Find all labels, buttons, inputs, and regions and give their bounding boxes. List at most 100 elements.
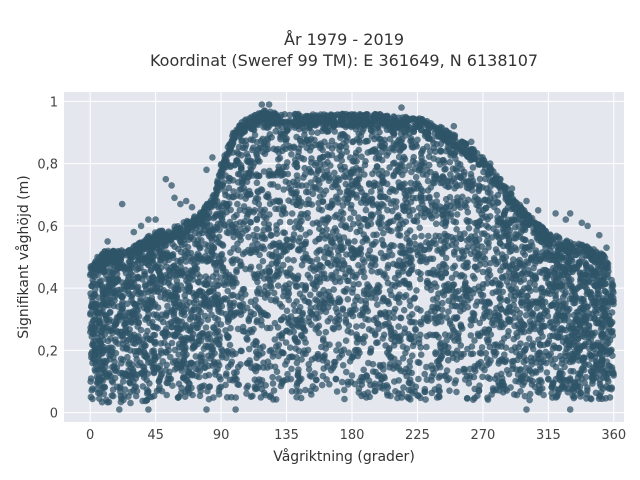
data-point — [507, 291, 515, 299]
data-point — [423, 332, 431, 340]
data-point — [299, 324, 306, 331]
data-point — [411, 319, 419, 326]
data-point — [338, 221, 345, 229]
data-point — [353, 331, 360, 338]
data-point — [238, 294, 245, 302]
data-point — [251, 376, 259, 384]
data-point — [280, 261, 287, 269]
data-point — [425, 232, 432, 240]
data-point — [91, 324, 98, 332]
data-point — [107, 282, 114, 289]
data-point — [175, 380, 183, 388]
data-point — [274, 282, 282, 290]
data-point — [274, 268, 281, 276]
data-point — [181, 292, 188, 299]
data-point — [371, 387, 379, 395]
data-point — [215, 387, 223, 395]
data-point — [418, 158, 426, 165]
data-point — [331, 169, 338, 177]
data-point — [89, 385, 96, 392]
data-point — [269, 353, 277, 360]
data-point — [187, 324, 195, 331]
data-point — [542, 348, 550, 356]
data-point — [407, 335, 414, 343]
data-point — [370, 231, 377, 239]
data-point — [339, 305, 347, 313]
data-point — [520, 276, 528, 283]
data-point — [367, 348, 375, 355]
data-point — [355, 146, 363, 154]
data-point — [280, 204, 287, 211]
data-point — [413, 287, 420, 294]
data-point — [459, 193, 466, 201]
data-point — [393, 363, 400, 370]
data-point — [362, 206, 370, 214]
data-point — [564, 336, 571, 344]
data-point — [253, 139, 261, 146]
data-point — [239, 137, 246, 144]
data-point — [457, 321, 465, 329]
data-point — [368, 212, 375, 220]
data-point — [429, 179, 437, 186]
data-point — [410, 217, 418, 224]
data-point — [328, 137, 336, 145]
data-point — [245, 233, 252, 241]
data-point — [361, 333, 369, 340]
data-point — [288, 151, 295, 158]
data-point — [363, 285, 371, 292]
data-point — [478, 298, 485, 305]
data-point — [252, 271, 259, 279]
data-point — [359, 322, 366, 330]
data-point — [124, 309, 131, 317]
data-point — [321, 254, 328, 261]
data-point — [266, 200, 274, 208]
data-point — [316, 300, 324, 308]
data-point — [227, 324, 234, 332]
data-point — [342, 173, 349, 181]
data-point — [414, 248, 421, 256]
data-point — [441, 372, 448, 380]
data-point — [396, 225, 404, 232]
data-point — [335, 324, 343, 331]
data-point — [469, 350, 477, 358]
data-point — [241, 249, 249, 256]
data-point — [464, 243, 472, 251]
data-point — [483, 308, 491, 316]
data-point — [407, 302, 414, 310]
data-point — [513, 246, 520, 254]
data-point — [445, 297, 453, 305]
data-point — [175, 351, 182, 359]
data-point — [421, 246, 428, 254]
data-point — [314, 167, 322, 175]
data-point — [339, 257, 346, 264]
data-point — [349, 312, 357, 320]
data-point — [317, 140, 324, 147]
data-point — [541, 288, 548, 296]
data-point — [400, 384, 407, 391]
data-point — [197, 244, 204, 252]
data-point — [557, 333, 564, 341]
data-point — [309, 190, 317, 198]
data-point — [304, 209, 311, 217]
data-point — [132, 392, 140, 400]
data-point — [157, 277, 164, 285]
data-point — [201, 312, 209, 320]
data-point — [331, 225, 339, 232]
data-point — [314, 177, 322, 184]
data-point — [384, 264, 392, 272]
data-point — [504, 242, 511, 250]
data-point — [396, 334, 403, 341]
data-point — [358, 153, 365, 160]
data-point — [373, 201, 381, 208]
data-point — [528, 358, 536, 365]
data-point — [252, 348, 260, 356]
data-point — [501, 351, 508, 359]
data-point — [227, 308, 235, 316]
data-point — [462, 289, 469, 297]
data-point — [466, 372, 474, 380]
data-point — [374, 301, 381, 309]
data-point — [591, 315, 598, 323]
data-point — [548, 301, 556, 309]
data-point — [445, 375, 453, 382]
data-point — [137, 295, 144, 303]
